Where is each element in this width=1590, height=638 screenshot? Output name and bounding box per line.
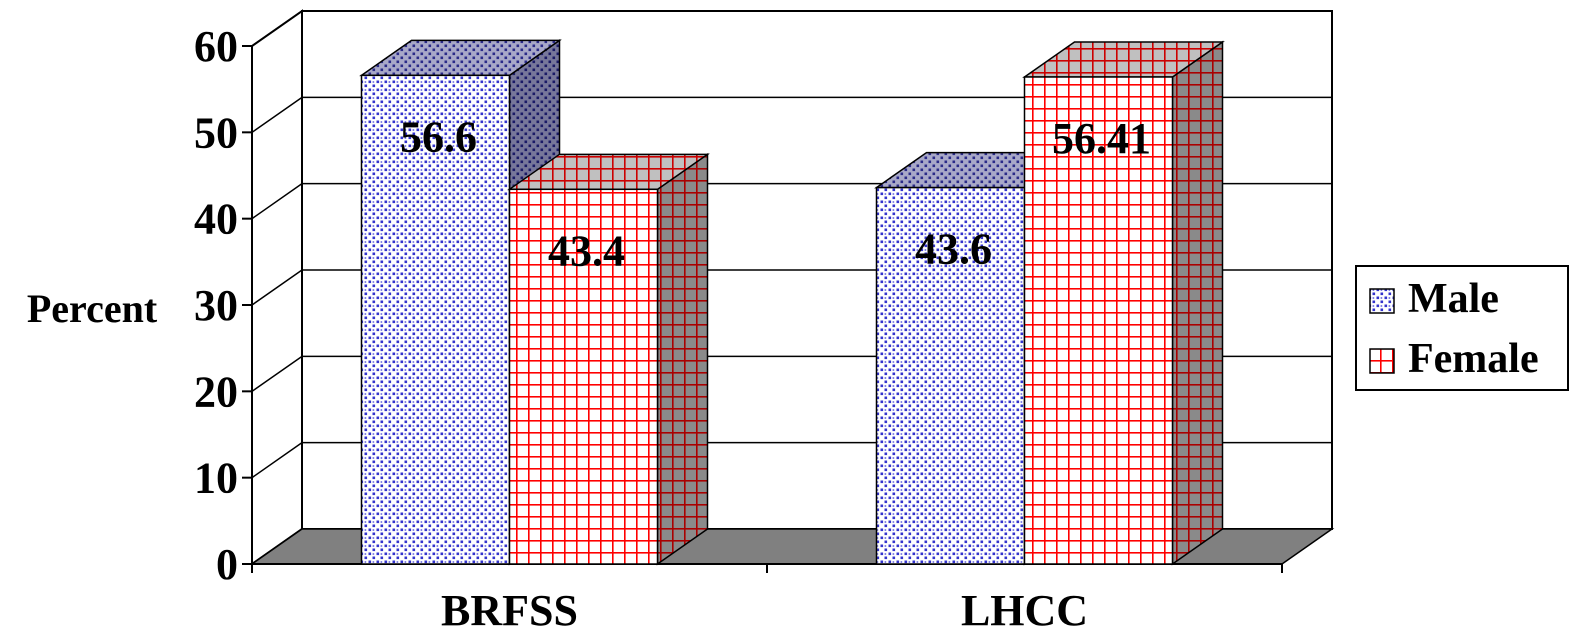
bar-female-brfss xyxy=(508,188,659,565)
data-label: 43.4 xyxy=(548,226,625,275)
y-tick-label: 30 xyxy=(194,281,238,330)
bar-side-female xyxy=(1171,40,1224,566)
legend-swatch-female xyxy=(1369,348,1395,374)
bar-male-lhcc xyxy=(875,186,1026,565)
legend: Male Female xyxy=(1355,265,1569,391)
bar-female-lhcc xyxy=(1023,76,1174,565)
data-label: 43.6 xyxy=(915,225,992,274)
data-labels: 56.6 43.4 43.6 56.41 xyxy=(400,112,1151,275)
y-tick-label: 10 xyxy=(194,454,238,503)
y-tick-label: 60 xyxy=(194,22,238,71)
bar-male-brfss xyxy=(360,74,511,565)
chart-bars xyxy=(359,38,1225,566)
y-tick-label: 40 xyxy=(194,195,238,244)
y-tick-label: 0 xyxy=(216,540,238,589)
data-label: 56.41 xyxy=(1052,114,1151,163)
gridline xyxy=(251,10,1332,47)
legend-swatch-male xyxy=(1369,288,1395,314)
data-label: 56.6 xyxy=(400,112,477,161)
bar-side-female xyxy=(656,152,709,566)
y-tick-label: 20 xyxy=(194,367,238,416)
legend-label-female: Female xyxy=(1408,336,1539,382)
y-axis-title: Percent xyxy=(27,286,158,331)
x-category-label: BRFSS xyxy=(441,586,578,635)
y-tick-label: 50 xyxy=(194,108,238,157)
x-category-label: LHCC xyxy=(961,586,1088,635)
gridline xyxy=(251,96,1332,133)
legend-label-male: Male xyxy=(1408,276,1499,322)
